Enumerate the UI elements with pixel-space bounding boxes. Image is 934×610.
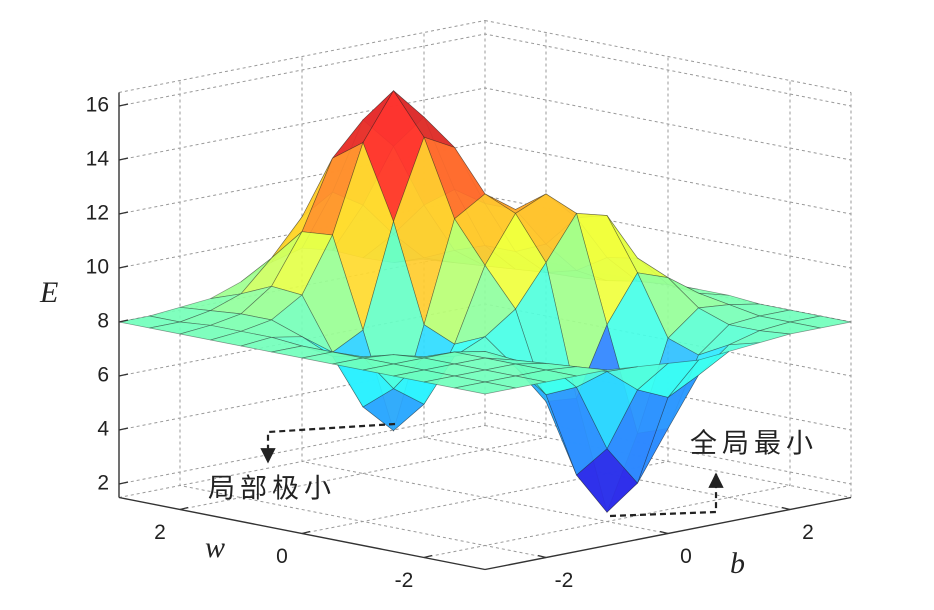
surface-cell xyxy=(636,359,700,398)
z-tick-label: 2 xyxy=(97,472,109,495)
x-axis-label: b xyxy=(730,547,745,580)
y-tick-label: 2 xyxy=(154,521,166,544)
y-axis-label: w xyxy=(205,531,225,564)
annotation: 局部极小 xyxy=(208,474,336,505)
z-tick-label: 6 xyxy=(97,364,109,387)
surface-cell xyxy=(728,315,791,332)
grid-line xyxy=(179,80,547,558)
surface-cell xyxy=(179,293,242,311)
surface-cell xyxy=(576,213,638,326)
grid-line xyxy=(301,56,669,534)
z-tick-label: 12 xyxy=(86,202,109,225)
z-tick-label: 4 xyxy=(97,418,109,441)
z-tick-label: 10 xyxy=(86,256,109,279)
surface-cell xyxy=(667,351,730,398)
tick-mark xyxy=(301,530,311,535)
grid-line xyxy=(118,411,852,485)
surface-cell xyxy=(240,285,303,321)
tick-mark xyxy=(781,506,791,511)
x-tick-label: 0 xyxy=(680,545,692,568)
grid-line xyxy=(118,33,852,107)
surface-cell xyxy=(179,324,242,341)
tick-mark xyxy=(118,319,129,323)
box-edge xyxy=(484,20,852,93)
tick-mark xyxy=(118,265,129,269)
surface-cell xyxy=(454,381,516,395)
z-axis-label: E xyxy=(39,276,58,309)
x-tick-label: 2 xyxy=(802,521,814,544)
surface-cell xyxy=(149,306,211,323)
surface-cell xyxy=(515,193,577,264)
z-tick-label: 14 xyxy=(86,148,110,171)
surface-cell xyxy=(149,321,211,335)
tick-mark xyxy=(423,554,433,559)
tick-mark xyxy=(537,554,547,559)
grid-line xyxy=(423,80,791,558)
arrow xyxy=(260,422,396,464)
grid-line xyxy=(118,87,852,161)
surface-cell xyxy=(636,272,699,339)
tick-mark xyxy=(659,530,669,535)
y-tick-label: 0 xyxy=(276,545,288,568)
surface-cell xyxy=(667,307,730,356)
surface-cell xyxy=(210,330,272,347)
tick-mark xyxy=(118,211,129,215)
grid-line xyxy=(179,32,547,510)
tick-mark xyxy=(118,157,129,161)
surface-cell xyxy=(209,313,273,332)
surface-cell xyxy=(606,389,669,484)
annotation: 全局最小 xyxy=(690,429,818,460)
tick-mark xyxy=(118,373,129,377)
tick-mark xyxy=(179,506,189,511)
surface-cell xyxy=(698,342,760,376)
surface-cell xyxy=(697,304,761,326)
x-tick-label: -2 xyxy=(555,569,574,592)
y-tick-label: -2 xyxy=(395,569,414,592)
surface-cell xyxy=(545,212,608,400)
box-edge xyxy=(118,20,486,93)
tick-mark xyxy=(118,103,129,107)
tick-mark xyxy=(118,481,129,485)
surface xyxy=(118,90,852,514)
z-tick-label: 8 xyxy=(97,310,109,333)
arrow xyxy=(609,472,724,518)
surface-cell xyxy=(545,366,608,377)
surface-cell xyxy=(239,319,304,338)
axes-front: 2 4 6 8 10 12 14 16 -2 0 2 -2 0 2 xyxy=(86,92,852,592)
surface-cell xyxy=(576,448,638,513)
tick-mark xyxy=(118,427,129,431)
grid-line xyxy=(301,56,669,534)
grid-line xyxy=(118,141,852,215)
z-tick-label: 16 xyxy=(86,94,109,117)
surface-cell xyxy=(576,371,638,450)
surface-cell xyxy=(545,386,608,476)
